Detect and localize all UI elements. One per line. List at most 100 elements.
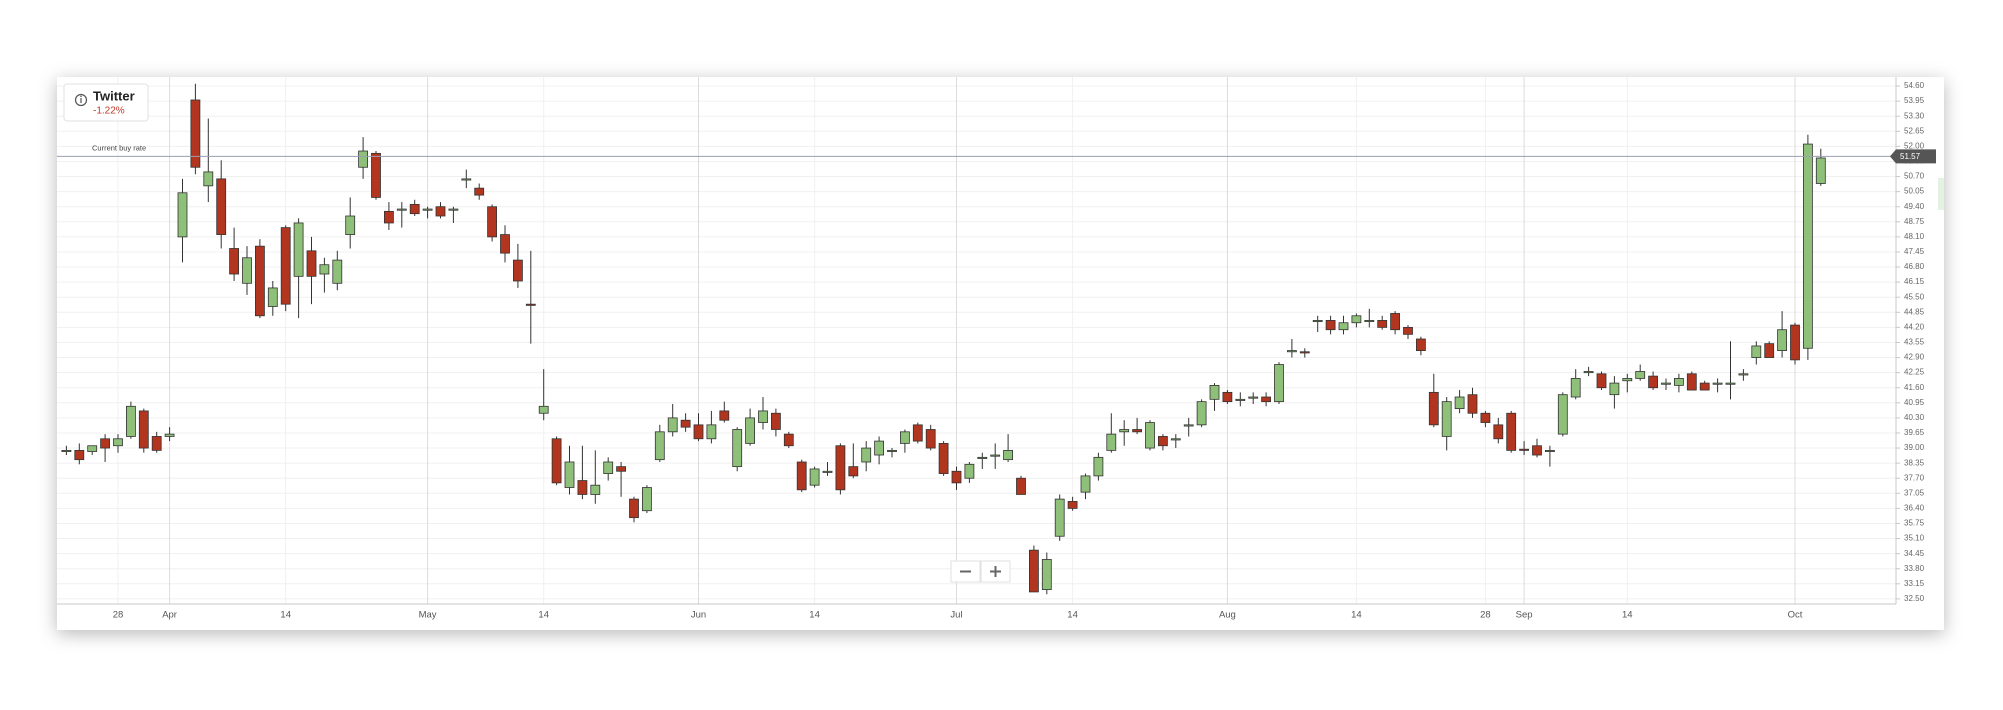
y-tick-label: 35.10 <box>1904 534 1925 543</box>
candle-body <box>1493 424 1504 440</box>
y-tick-label: 33.80 <box>1904 564 1925 573</box>
y-tick-label: 37.05 <box>1904 488 1925 497</box>
candle-body <box>616 466 626 472</box>
candle-body <box>1416 338 1426 351</box>
candle-body <box>822 470 833 473</box>
candle-body <box>809 468 820 486</box>
x-tick-label: Aug <box>1219 610 1236 621</box>
candle-body <box>435 206 446 217</box>
y-tick-label: 42.25 <box>1904 368 1925 377</box>
candle-body <box>693 424 704 440</box>
y-tick-label: 38.35 <box>1904 458 1925 467</box>
candle-body <box>100 438 110 449</box>
candle-body <box>345 215 356 235</box>
y-tick-label: 34.45 <box>1904 549 1925 558</box>
candle-body <box>1532 445 1542 456</box>
candle-body <box>1145 422 1155 449</box>
candle-body <box>487 206 498 238</box>
candle-body <box>1674 378 1684 386</box>
x-tick-label: 28 <box>1480 610 1491 621</box>
candle-body <box>1648 375 1658 389</box>
candle-body <box>319 264 330 275</box>
candle-body <box>1570 378 1581 398</box>
y-tick-label: 42.90 <box>1904 353 1925 362</box>
candle-body <box>1764 343 1775 358</box>
info-icon[interactable] <box>74 93 88 107</box>
candle-body <box>1519 448 1529 451</box>
candle-body <box>358 150 369 168</box>
candle-body <box>1725 382 1736 385</box>
candle-body <box>306 250 317 277</box>
candle-body <box>448 208 459 211</box>
candle-body <box>396 208 407 211</box>
candle-body <box>1712 382 1723 385</box>
y-tick-label: 39.65 <box>1904 428 1925 437</box>
candle-body <box>1338 322 1349 331</box>
x-tick-label: Jul <box>950 610 962 621</box>
x-tick-label: Apr <box>162 610 177 621</box>
y-tick-label: 44.20 <box>1904 322 1925 331</box>
candle-body <box>500 234 510 254</box>
x-tick-label: Sep <box>1516 610 1533 621</box>
candle-body <box>1699 382 1710 391</box>
candle-body <box>113 438 123 447</box>
candle-body <box>1815 157 1826 184</box>
candle-body <box>629 498 639 519</box>
candle-body <box>1403 326 1413 335</box>
candle-body <box>1248 396 1259 399</box>
candle-body <box>332 259 343 284</box>
y-tick-label: 53.95 <box>1904 96 1925 105</box>
y-tick-label: 41.60 <box>1904 383 1925 392</box>
y-tick-label: 46.15 <box>1904 277 1925 286</box>
x-tick-label: May <box>419 610 437 621</box>
candle-body <box>1054 498 1065 537</box>
candle-body <box>74 449 85 461</box>
candle-body <box>177 192 188 238</box>
candle-body <box>1506 412 1517 451</box>
candle-body <box>1222 391 1233 403</box>
change-percent: -1.22% <box>93 106 125 117</box>
y-tick-label: 39.00 <box>1904 443 1925 452</box>
candle-body <box>1557 394 1568 435</box>
x-tick-label: Jun <box>691 610 706 621</box>
y-tick-label: 43.55 <box>1904 338 1925 347</box>
y-tick-label: 48.10 <box>1904 232 1925 241</box>
candle-body <box>1029 549 1039 593</box>
candle-body <box>951 470 962 484</box>
candle-body <box>977 456 988 459</box>
y-tick-label: 45.50 <box>1904 292 1925 301</box>
y-tick-label: 48.75 <box>1904 217 1925 226</box>
candle-body <box>848 466 859 477</box>
candle-body <box>642 487 652 512</box>
candle-body <box>1003 449 1013 461</box>
candle-body <box>1635 371 1646 379</box>
candle-body <box>1067 501 1078 509</box>
candle-body <box>758 410 768 423</box>
candle-body <box>1545 449 1555 452</box>
candle-body <box>990 454 1001 457</box>
candle-body <box>1041 559 1052 591</box>
candle-body <box>900 431 910 444</box>
info-box: Twitter -1.22% <box>63 83 149 122</box>
candle-body <box>1016 477 1026 495</box>
candle-body <box>1377 320 1388 328</box>
candle-body <box>1454 396 1465 410</box>
candle-body <box>771 412 781 430</box>
candle-body <box>1661 382 1671 385</box>
candle-body <box>964 463 975 479</box>
current-rate-label: Current buy rate <box>92 143 146 152</box>
candle-body <box>783 433 794 447</box>
x-tick-label: 14 <box>1351 610 1362 621</box>
instrument-name: Twitter <box>93 88 135 103</box>
candle-body <box>1209 385 1220 400</box>
current-rate-tag <box>1890 149 1936 164</box>
candle-body <box>1287 350 1297 353</box>
x-tick-label: 14 <box>809 610 820 621</box>
candle-body <box>564 461 575 488</box>
candle-body <box>164 433 175 437</box>
candle-body <box>1364 320 1375 323</box>
candle-body <box>1777 329 1787 351</box>
candle-body <box>525 303 536 306</box>
candle-body <box>938 443 949 474</box>
